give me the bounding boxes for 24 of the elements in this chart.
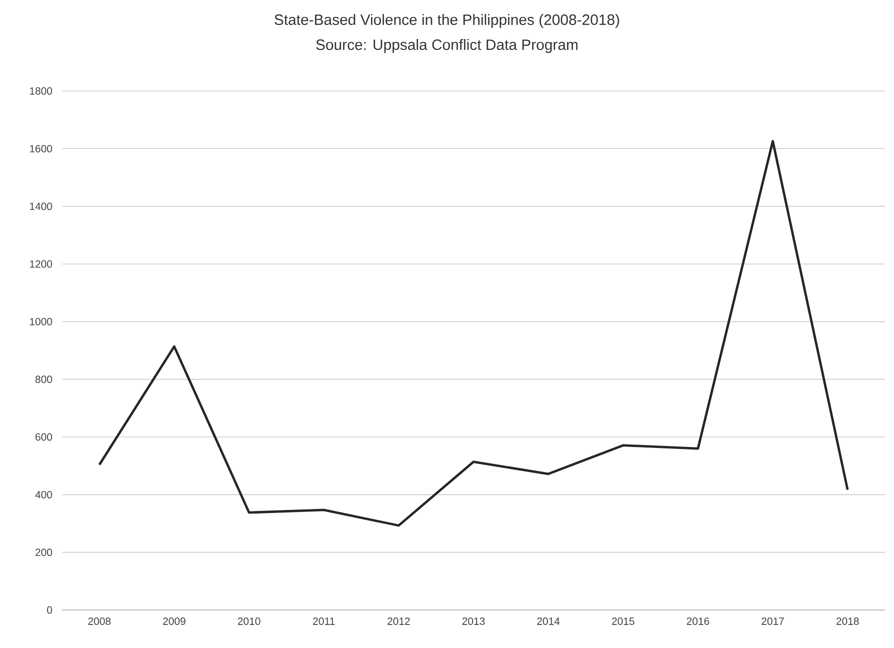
x-tick-label: 2014 xyxy=(537,618,560,625)
y-tick-label: 1200 xyxy=(30,260,52,268)
y-tick-label: 800 xyxy=(35,376,52,384)
x-tick-label: 2012 xyxy=(388,618,410,625)
y-tick-label: 1600 xyxy=(30,144,52,152)
y-tick-label: 1000 xyxy=(30,318,52,326)
x-tick-label: 2009 xyxy=(163,618,186,625)
x-tick-label: 2008 xyxy=(88,618,111,625)
line-series xyxy=(98,140,849,527)
y-tick-label: 1800 xyxy=(30,87,52,95)
x-tick-label: 2017 xyxy=(762,618,784,625)
x-tick-label: 2015 xyxy=(612,618,634,625)
y-tick-label: 1400 xyxy=(30,202,52,210)
chart-title: State-Based Violence in the Philippines (2008-2018) xyxy=(274,14,620,28)
x-tick-label: 2013 xyxy=(462,618,485,625)
x-tick-label: 2010 xyxy=(238,618,260,625)
y-tick-label: 200 xyxy=(36,548,52,556)
x-tick-label: 2016 xyxy=(686,618,710,625)
x-tick-label: 2018 xyxy=(836,618,859,625)
y-tick-label: 400 xyxy=(35,490,52,498)
y-tick-label: 0 xyxy=(47,606,52,614)
chart-subtitle: Source: Uppsala Conflict Data Program xyxy=(316,39,578,53)
x-tick-label: 2011 xyxy=(313,618,335,625)
y-tick-label: 600 xyxy=(36,433,52,441)
